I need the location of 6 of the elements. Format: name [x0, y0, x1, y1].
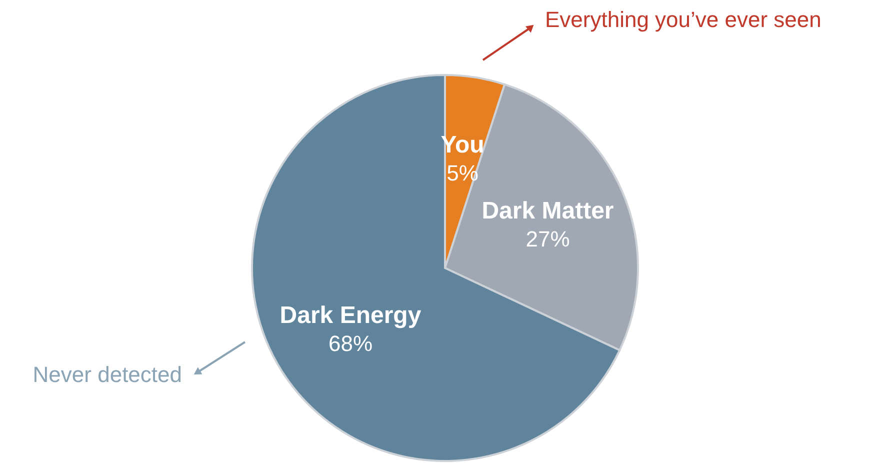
data-label: 27% — [526, 226, 570, 252]
text: Everything you’ve ever seen — [545, 7, 822, 32]
slice-label: Dark Energy — [280, 302, 422, 329]
data-label: 68% — [328, 330, 373, 356]
text: Never detected — [32, 362, 182, 387]
slice-label: Dark Matter — [482, 198, 614, 225]
